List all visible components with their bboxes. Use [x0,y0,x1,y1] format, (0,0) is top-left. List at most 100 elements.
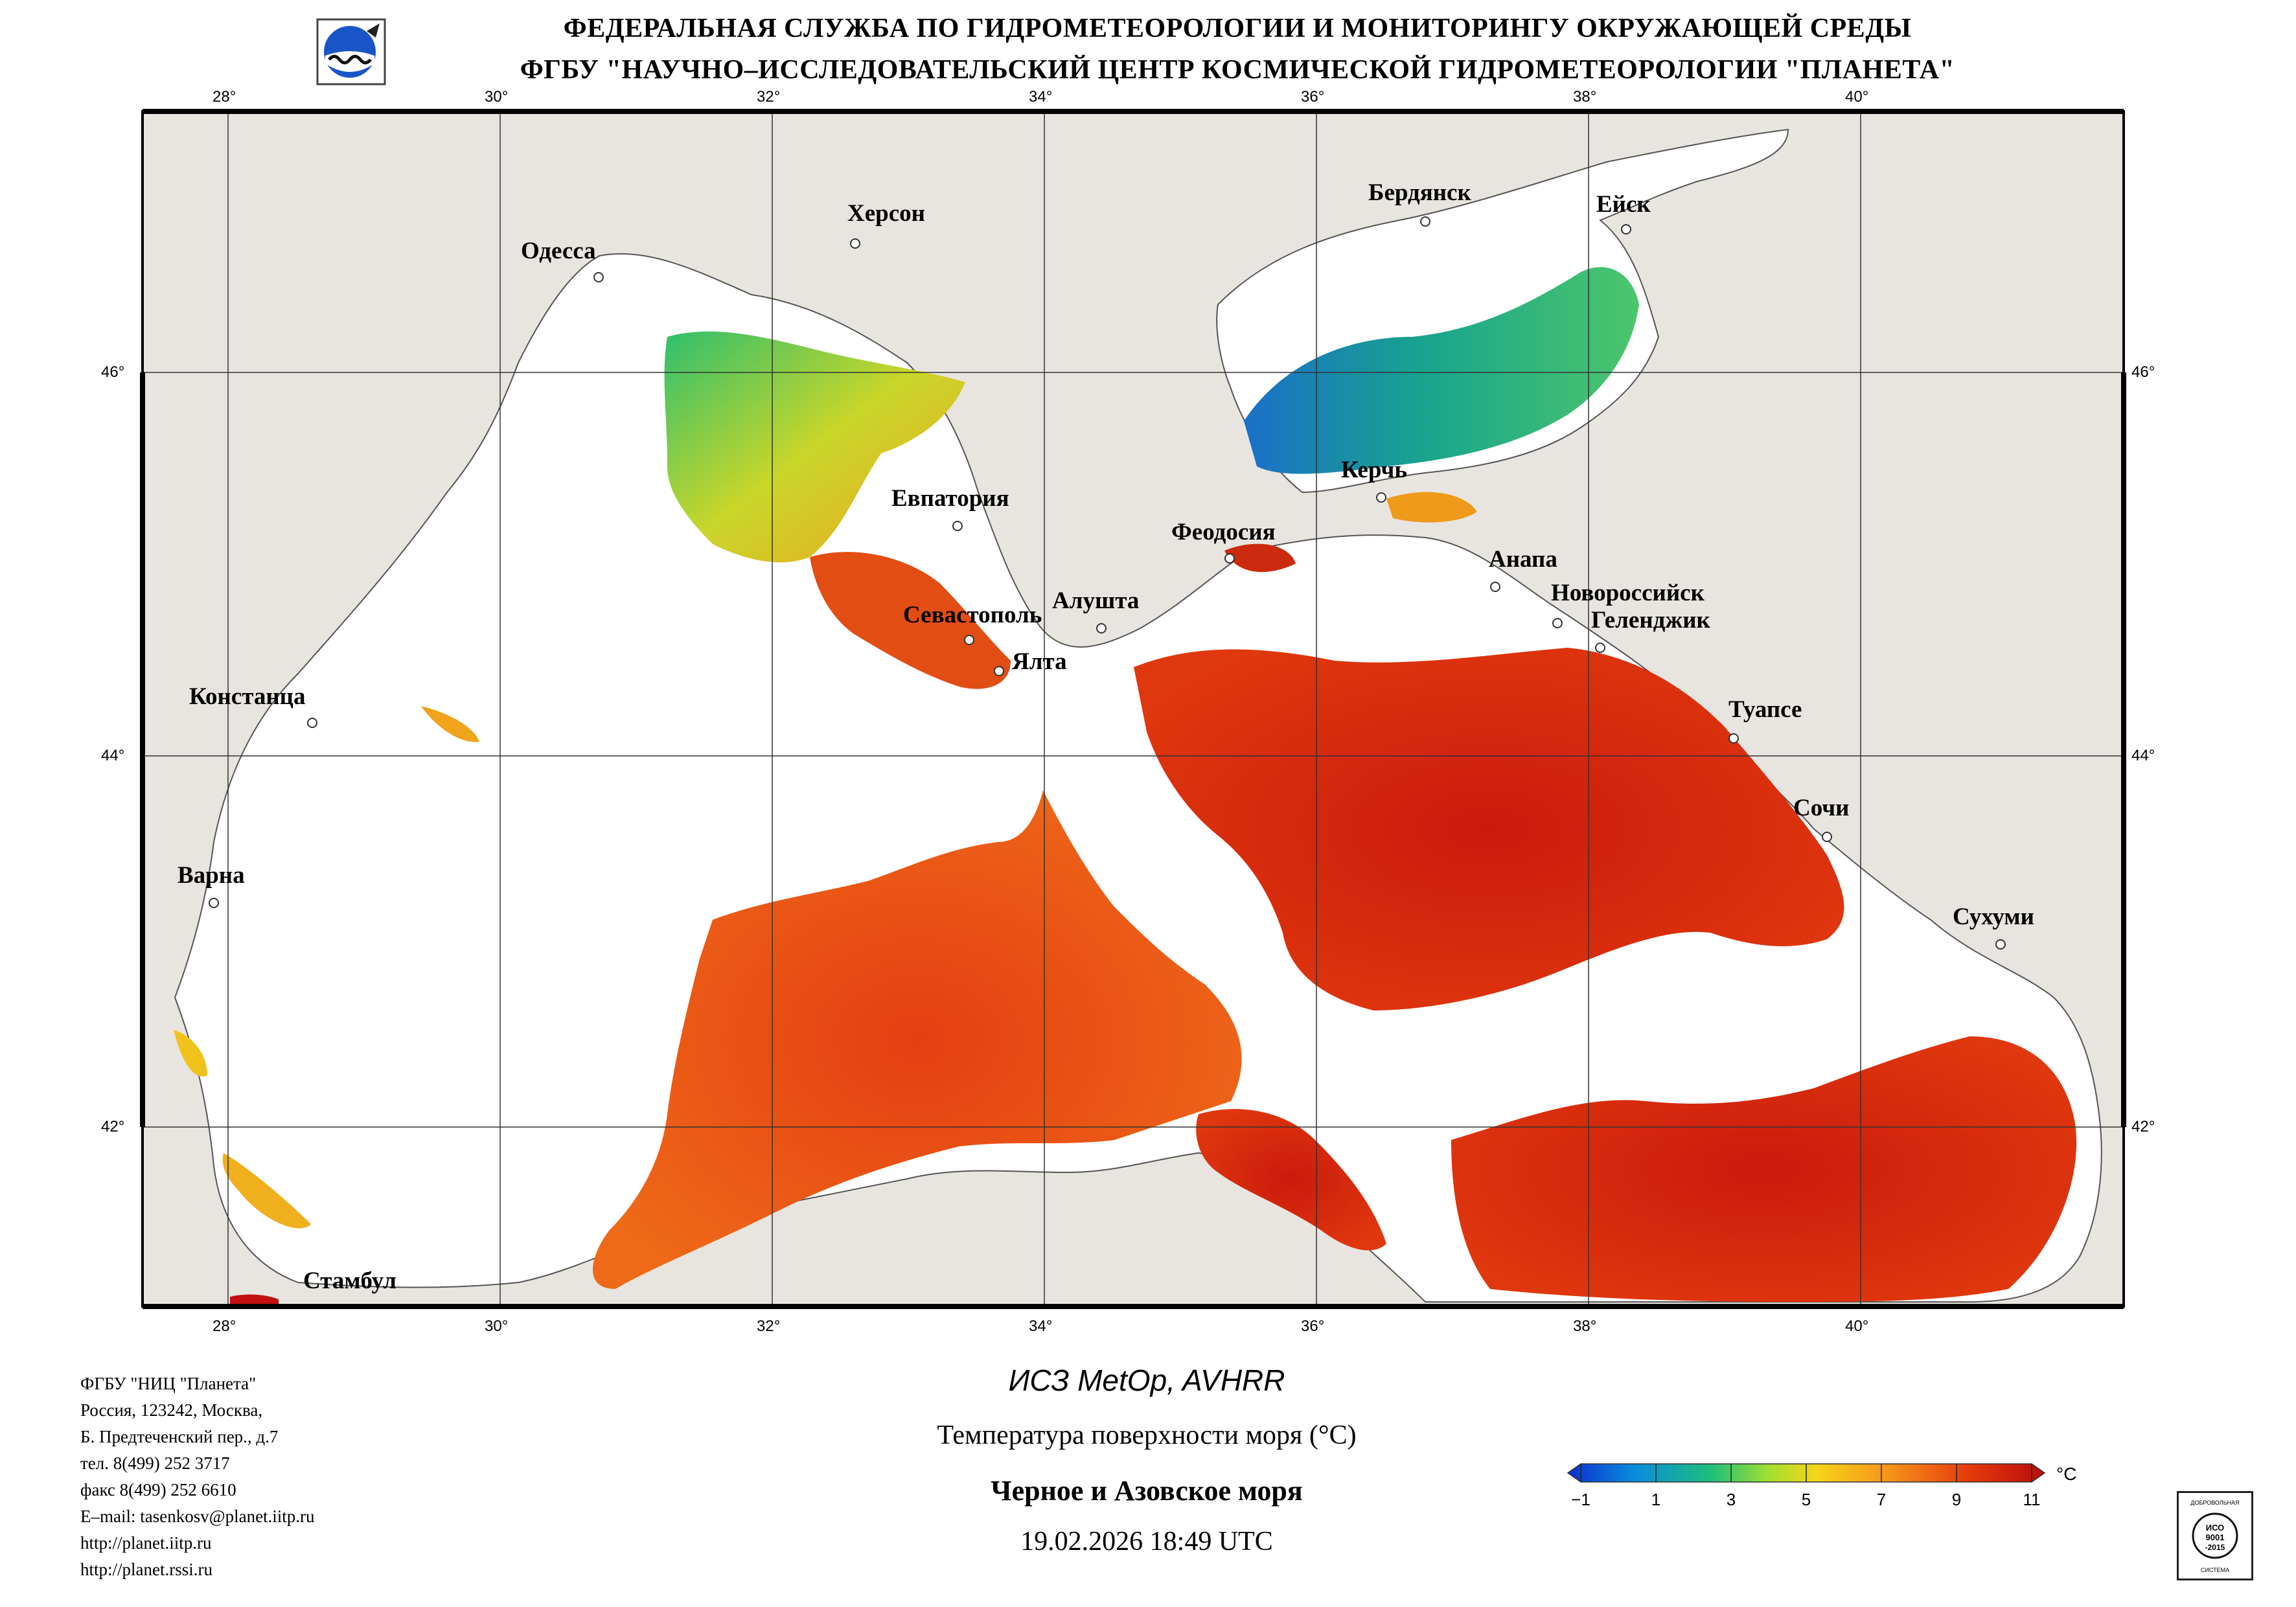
contact-email[interactable]: E–mail: tasenkosv@planet.iitp.ru [80,1507,315,1526]
lon-label-34: 34° [1029,88,1053,106]
city-label-kerch: Керчь [1341,457,1407,483]
city-label-varna: Варна [178,862,245,889]
sst-kerch [1386,492,1477,523]
city-label-anapa: Анапа [1489,546,1557,573]
city-marker [1621,224,1631,234]
city-marker [307,718,317,728]
city-label-sochi: Сочи [1793,795,1850,821]
city-label-feodosia: Феодосия [1171,519,1276,545]
city-marker [994,666,1004,676]
lat-label-46-right: 46° [2131,363,2155,381]
lon-label-38-bottom: 38° [1573,1317,1597,1335]
city-label-berdyansk: Бердянск [1368,179,1471,206]
lon-label-36-bottom: 36° [1301,1317,1325,1335]
sst-east [1134,648,1844,1010]
city-label-sevastopol: Севастополь [903,602,1042,628]
city-marker [952,521,963,531]
sst-bulgaria [174,1030,207,1077]
contact-url-1[interactable]: http://planet.iitp.ru [80,1533,212,1553]
lon-label-30: 30° [485,88,509,106]
lat-label-42: 42° [101,1118,125,1135]
city-marker [1420,216,1430,227]
city-marker [1822,832,1832,842]
header-center: ФГБУ "НАУЧНО–ИССЛЕДОВАТЕЛЬСКИЙ ЦЕНТР КОС… [520,55,1955,85]
lon-label-30-bottom: 30° [485,1317,509,1335]
caption-region: Черное и Азовское моря [991,1475,1303,1507]
sst-bosphorus-west [222,1153,311,1229]
city-marker [1490,582,1500,592]
city-marker [209,898,219,908]
contact-fax: факс 8(499) 252 6610 [80,1480,236,1499]
city-label-novorossiysk: Новороссийск [1551,580,1705,606]
contact-org: ФГБУ "НИЦ "Планета" [80,1374,257,1393]
svg-text:9001: 9001 [2206,1533,2225,1542]
caption-datetime: 19.02.2026 18:49 UTC [1020,1527,1273,1556]
city-marker [1995,939,2006,950]
sst-istanbul [230,1294,279,1306]
black-sea [174,253,2102,1303]
city-marker [850,238,860,249]
colorbar-tick-label: 5 [1801,1490,1811,1509]
city-label-yalta: Ялта [1012,648,1067,675]
city-marker [593,272,604,282]
city-label-evpatoria: Евпатория [891,485,1009,512]
lon-label-40-bottom: 40° [1845,1317,1869,1335]
lon-label-32-bottom: 32° [757,1317,781,1335]
lon-label-38: 38° [1573,88,1597,106]
lat-label-44: 44° [101,747,125,764]
colorbar-tick-label: −1 [1571,1490,1590,1509]
caption-parameter: Температура поверхности моря (°C) [937,1420,1357,1450]
colorbar-unit: °C [2056,1464,2077,1484]
lat-label-42-right: 42° [2131,1118,2155,1135]
city-marker [964,635,974,645]
colorbar-tick-label: 9 [1951,1490,1962,1509]
city-label-constanta: Констанца [189,683,306,710]
lon-label-32: 32° [757,88,781,106]
lon-label-40: 40° [1845,88,1869,106]
contact-phone: тел. 8(499) 252 3717 [80,1453,230,1473]
sst-constanta [421,706,479,742]
city-marker [1376,492,1386,503]
colorbar [1567,1463,2046,1483]
badge-top-text: ДОБРОВОЛЬНАЯ [2190,1499,2239,1506]
svg-text:ИСО: ИСО [2206,1523,2225,1533]
colorbar-tick-label: 3 [1726,1490,1736,1509]
sst-southeast [1451,1036,2077,1302]
sst-west [593,790,1242,1289]
header-agency: ФЕДЕРАЛЬНАЯ СЛУЖБА ПО ГИДРОМЕТЕОРОЛОГИИ … [563,14,1912,43]
svg-text:СИСТЕМА: СИСТЕМА [2201,1567,2229,1573]
city-label-istanbul: Стамбул [303,1268,396,1294]
colorbar-tick-label: 11 [2023,1490,2041,1509]
sst-anatolia [1196,1109,1386,1251]
contact-block: ФГБУ "НИЦ "Планета" Россия, 123242, Моск… [80,1371,315,1583]
colorbar-ticks: −1 1 3 5 7 9 11 [1555,1487,2060,1513]
contact-address-1: Россия, 123242, Москва, [80,1400,263,1420]
contact-address-2: Б. Предтеченский пер., д.7 [80,1427,279,1446]
sst-nw-shelf [664,331,965,563]
sst-crimea-south [810,552,1011,689]
lat-label-44-right: 44° [2131,747,2155,764]
colorbar-tick-label: 7 [1876,1490,1887,1509]
city-marker [1224,553,1235,564]
city-marker [1595,643,1605,653]
city-label-gelendzhik: Геленджик [1591,607,1710,633]
contact-url-2[interactable]: http://planet.rssi.ru [80,1560,212,1579]
lon-label-28-bottom: 28° [212,1317,236,1335]
planeta-logo [316,18,386,85]
city-label-sukhumi: Сухуми [1953,904,2034,930]
iso-badge: ДОБРОВОЛЬНАЯ ИСО 9001 -2015 СИСТЕМА [2177,1491,2253,1580]
graticule [143,111,2124,1306]
lon-label-28: 28° [212,88,236,106]
city-label-odessa: Одесса [521,238,596,264]
city-marker [1552,618,1563,628]
city-label-kherson: Херсон [847,200,925,227]
city-label-tuapse: Туапсе [1728,696,1802,723]
iso-badge-icon: ДОБРОВОЛЬНАЯ ИСО 9001 -2015 СИСТЕМА [2190,1499,2239,1573]
lon-label-36: 36° [1301,88,1325,106]
sst-feodosia [1224,543,1296,573]
city-label-alushta: Алушта [1052,587,1140,614]
colorbar-tick-label: 1 [1651,1490,1661,1509]
caption-satellite: ИСЗ MetOp, AVHRR [1008,1363,1285,1397]
sst-azov [1244,267,1639,474]
